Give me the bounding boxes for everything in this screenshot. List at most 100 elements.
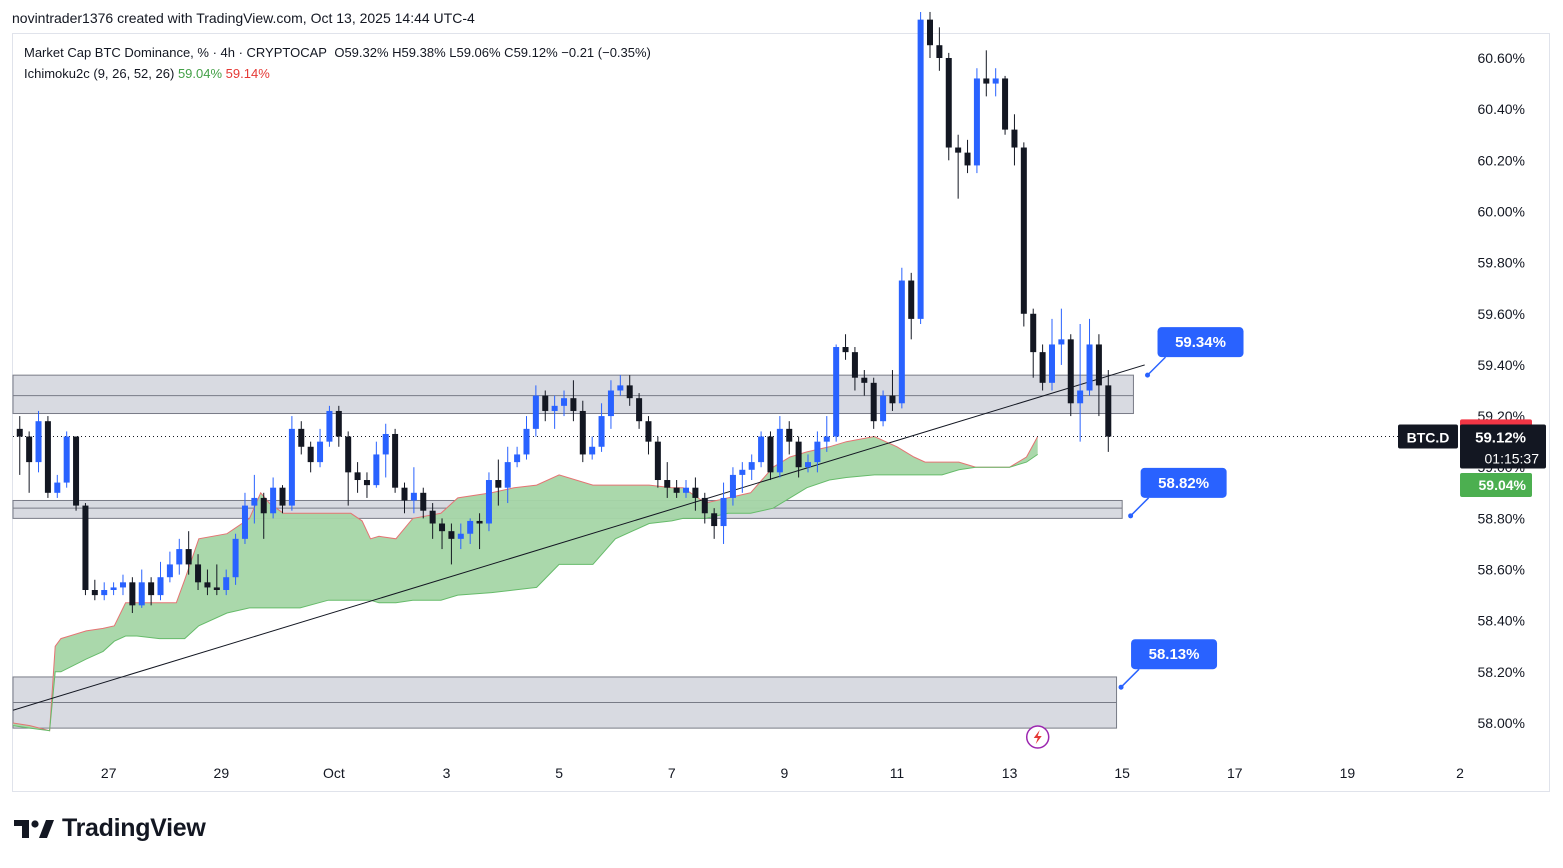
candle — [16, 428, 23, 437]
candle — [579, 410, 586, 455]
x-tick-label: 27 — [101, 765, 117, 781]
candle — [964, 152, 971, 166]
candle — [363, 480, 370, 486]
candle — [786, 428, 793, 442]
indicator-bottom-price-text: 59.04% — [1479, 477, 1527, 493]
x-tick-label: 29 — [214, 765, 230, 781]
candle — [420, 492, 427, 511]
candle — [542, 395, 549, 411]
y-tick-label: 60.00% — [1478, 203, 1525, 219]
x-tick-label: 17 — [1227, 765, 1243, 781]
candle — [345, 436, 352, 473]
last-price-tag — [1460, 424, 1546, 469]
candle — [739, 469, 746, 475]
candle — [973, 78, 980, 166]
candle — [270, 487, 277, 514]
candle — [1067, 339, 1074, 404]
lightning-icon — [1033, 730, 1042, 744]
x-tick-label: Oct — [323, 765, 345, 781]
candle — [1086, 344, 1093, 391]
candle — [945, 58, 952, 148]
candle — [1058, 339, 1065, 345]
candle — [138, 582, 145, 606]
bar-countdown-text: 01:15:37 — [1485, 451, 1540, 467]
trendline[interactable] — [12, 364, 1145, 711]
candle — [626, 385, 633, 399]
candle — [523, 428, 530, 455]
candle — [439, 523, 446, 532]
candle — [617, 385, 624, 391]
candle — [223, 577, 230, 590]
candle — [720, 497, 727, 527]
callout-2[interactable] — [1140, 467, 1227, 498]
candle — [91, 590, 98, 596]
candle — [63, 436, 70, 483]
candle — [476, 520, 483, 524]
candle — [467, 520, 474, 534]
candle — [298, 428, 305, 447]
y-tick-label: 60.40% — [1478, 101, 1525, 117]
candle — [317, 441, 324, 463]
x-tick-label: 13 — [1002, 765, 1018, 781]
candle — [908, 280, 915, 319]
candle — [157, 577, 164, 596]
callout-2-pointer — [1130, 497, 1150, 517]
candle — [1077, 390, 1084, 404]
y-tick-label: 59.60% — [1478, 306, 1525, 322]
candle — [504, 462, 511, 488]
candle — [645, 421, 652, 442]
candle — [673, 487, 680, 493]
x-tick-label: 11 — [890, 765, 905, 781]
candle — [861, 377, 868, 383]
x-tick-label: 15 — [1114, 765, 1130, 781]
callout-1[interactable] — [1157, 327, 1244, 358]
indicator-legend[interactable]: Ichimoku2c (9, 26, 52, 26) 59.04% 59.14% — [24, 66, 270, 81]
candle — [701, 497, 708, 514]
candle — [1011, 129, 1018, 148]
candle — [354, 472, 361, 481]
callout-3[interactable] — [1131, 639, 1218, 670]
x-tick-label: 2 — [1456, 765, 1464, 781]
candle — [335, 410, 342, 437]
candle — [1002, 78, 1009, 130]
x-tick-label: 19 — [1340, 765, 1356, 781]
candle — [392, 433, 399, 488]
candle — [926, 19, 933, 46]
ichimoku-cloud-top-edge — [13, 435, 1039, 732]
candle — [992, 78, 999, 84]
candle — [373, 454, 380, 486]
candle — [110, 587, 117, 590]
candle — [260, 497, 267, 514]
attribution-text: novintrader1376 created with TradingView… — [12, 10, 475, 26]
candle — [758, 436, 765, 463]
candle — [279, 487, 286, 506]
candle — [823, 436, 830, 442]
y-tick-label: 58.00% — [1478, 715, 1525, 731]
candle — [148, 582, 155, 596]
symbol-tag-text: BTC.D — [1407, 430, 1450, 446]
candle — [232, 538, 239, 578]
candle — [166, 564, 173, 578]
candle — [955, 147, 962, 153]
candle — [514, 454, 521, 463]
candle — [983, 78, 990, 84]
callout-2-label: 58.82% — [1158, 475, 1209, 492]
candle — [561, 398, 568, 406]
tradingview-logo: TradingView — [14, 814, 206, 843]
candle — [307, 446, 314, 463]
candle — [1039, 352, 1046, 383]
callout-3-label: 58.13% — [1149, 646, 1200, 663]
y-tick-label: 58.60% — [1478, 562, 1525, 578]
candle — [129, 582, 136, 606]
candle — [1048, 344, 1055, 383]
candle — [776, 428, 783, 473]
candle — [448, 531, 455, 539]
candle — [711, 513, 718, 527]
candle — [382, 433, 389, 455]
candle — [917, 19, 924, 319]
y-tick-label: 58.80% — [1478, 510, 1525, 526]
candle — [288, 428, 295, 506]
symbol-legend[interactable]: Market Cap BTC Dominance, % · 4h · CRYPT… — [24, 45, 651, 60]
candle — [842, 347, 849, 353]
